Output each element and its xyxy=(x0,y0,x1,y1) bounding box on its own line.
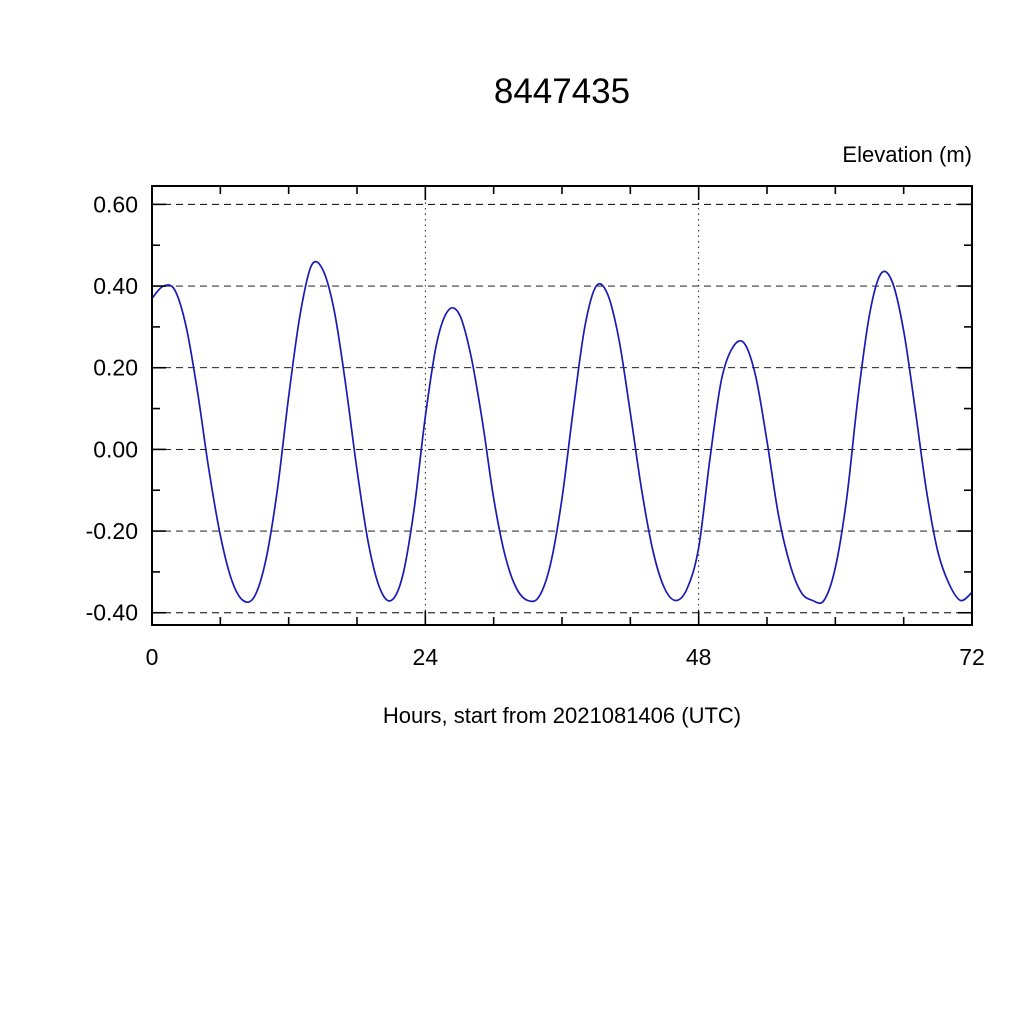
x-tick-labels: 0 24 48 72 xyxy=(146,644,985,670)
svg-text:-0.40: -0.40 xyxy=(86,600,138,626)
axis-ticks xyxy=(151,186,973,625)
plot-frame xyxy=(151,185,973,626)
tide-curve xyxy=(151,260,973,605)
y-axis-title: Elevation (m) xyxy=(842,142,972,167)
svg-text:24: 24 xyxy=(413,644,439,670)
svg-text:0.60: 0.60 xyxy=(93,191,138,217)
chart-title: 8447435 xyxy=(494,72,630,111)
svg-text:72: 72 xyxy=(959,644,985,670)
x-axis-title: Hours, start from 2021081406 (UTC) xyxy=(383,703,741,728)
x-gridlines xyxy=(424,186,700,625)
plot-area: 0 24 48 72 -0.40 -0.20 0.00 0.20 0.40 0.60 xyxy=(86,185,985,670)
svg-text:0.00: 0.00 xyxy=(93,436,138,462)
svg-text:-0.20: -0.20 xyxy=(86,518,138,544)
svg-text:48: 48 xyxy=(686,644,712,670)
svg-text:0: 0 xyxy=(146,644,159,670)
svg-text:0.40: 0.40 xyxy=(93,273,138,299)
y-tick-labels: -0.40 -0.20 0.00 0.20 0.40 0.60 xyxy=(86,191,138,625)
y-gridlines xyxy=(152,203,972,614)
svg-text:0.20: 0.20 xyxy=(93,355,138,381)
